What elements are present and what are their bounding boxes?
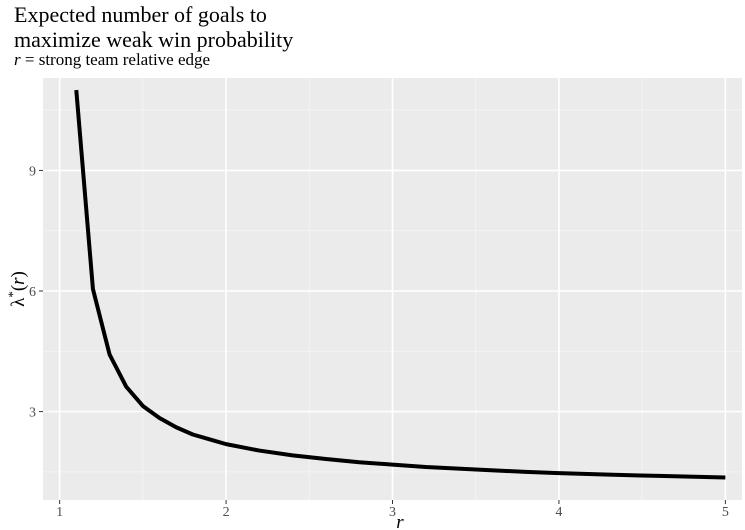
x-axis: 1 2 3 4 5 bbox=[56, 500, 729, 520]
y-axis: 3 6 9 bbox=[29, 164, 43, 420]
x-axis-title: r bbox=[396, 512, 404, 530]
x-tick-label: 1 bbox=[56, 505, 63, 520]
x-tick-label: 5 bbox=[722, 505, 729, 520]
y-tick-label: 3 bbox=[29, 406, 36, 421]
y-axis-title-close: ) bbox=[8, 271, 29, 277]
x-tick-label: 3 bbox=[389, 505, 396, 520]
x-tick-label: 4 bbox=[555, 505, 562, 520]
y-axis-title: λ*(r) bbox=[5, 271, 29, 307]
y-tick-label: 9 bbox=[29, 164, 36, 179]
x-tick-label: 2 bbox=[223, 505, 230, 520]
y-tick-label: 6 bbox=[29, 285, 36, 300]
